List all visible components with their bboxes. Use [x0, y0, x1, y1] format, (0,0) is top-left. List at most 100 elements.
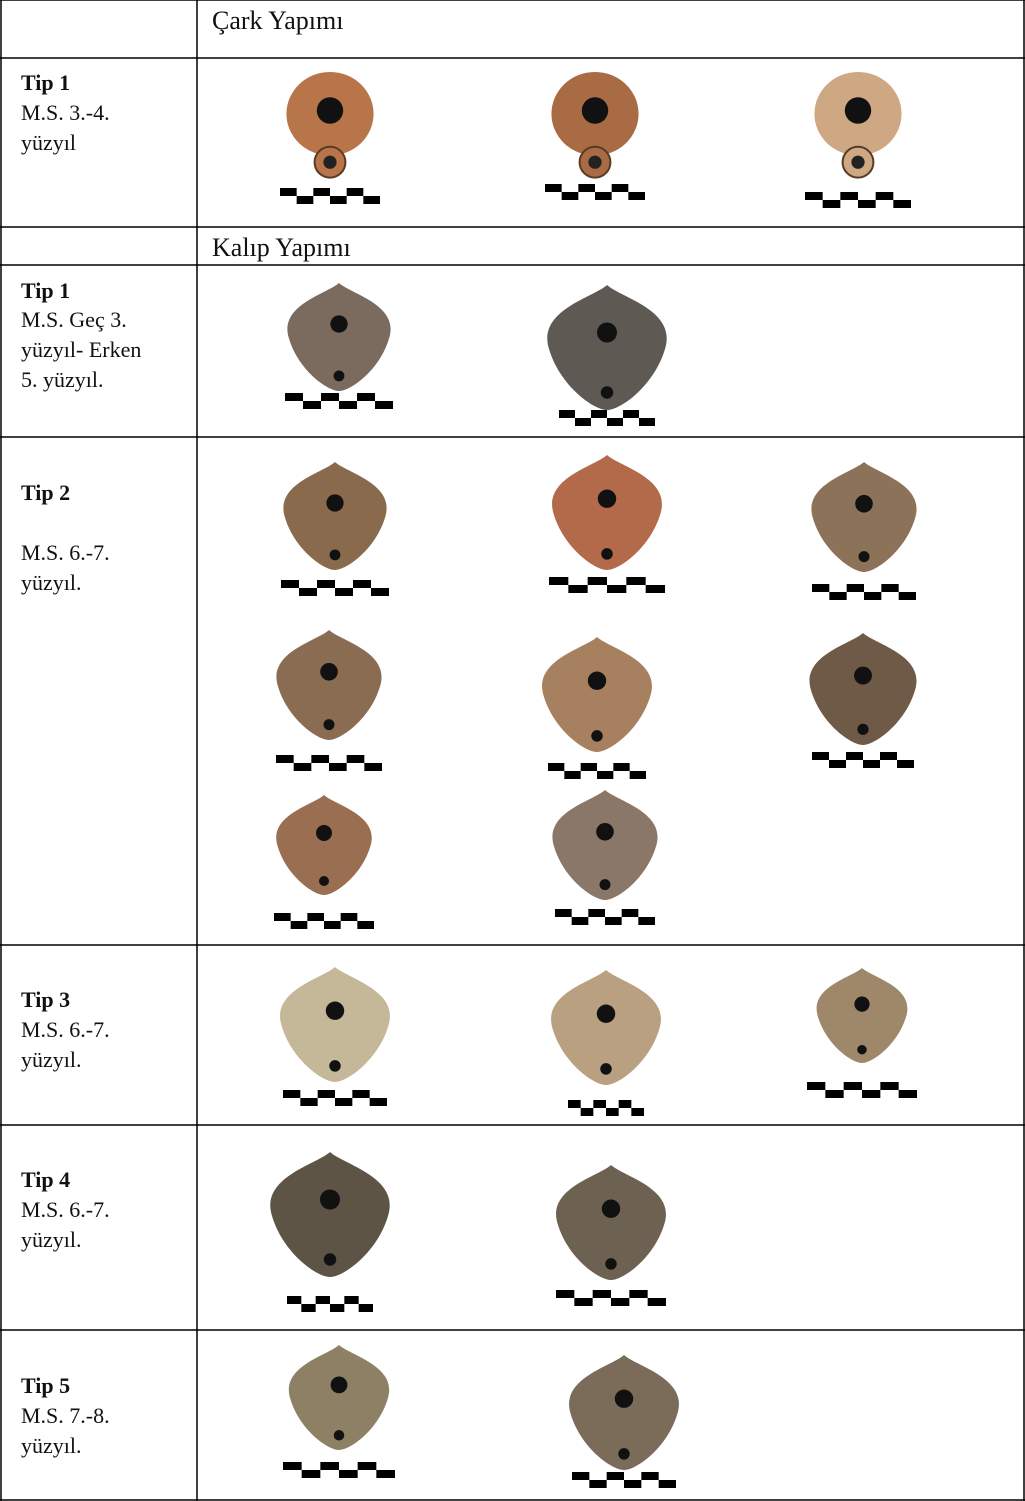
type-label: Tip 2	[21, 480, 71, 505]
scale-bar	[825, 1090, 844, 1098]
lamp-hole	[316, 825, 332, 841]
lamp-image	[549, 455, 665, 593]
scale-bar	[624, 1480, 642, 1488]
lamp-image	[552, 790, 658, 925]
lamp-body	[276, 630, 382, 740]
scale-bar	[629, 1290, 648, 1298]
lamp-image	[545, 72, 645, 200]
scale-bar	[320, 1462, 339, 1470]
scale-bar	[346, 755, 365, 763]
lamp-hole	[597, 322, 617, 343]
scale-bar	[548, 763, 565, 771]
scale-bar	[658, 1480, 676, 1488]
scale-bar	[611, 184, 629, 192]
scale-bar	[812, 584, 830, 592]
date-line: yüzyıl- Erken	[21, 337, 142, 362]
lamp-image	[809, 633, 917, 768]
lamp-hole	[333, 370, 345, 382]
lamp-hole	[329, 1060, 341, 1072]
scale-bar	[864, 592, 882, 600]
date-line: M.S. 6.-7.	[21, 540, 110, 565]
scale-bar	[357, 393, 375, 401]
scale-bar	[589, 1480, 607, 1488]
scale-bar	[301, 1470, 321, 1478]
section-title: Çark Yapımı	[212, 6, 344, 35]
lamp-hole	[614, 1389, 634, 1408]
scale-bar	[588, 909, 605, 917]
scale-bar	[313, 188, 330, 196]
date-line: M.S. 7.-8.	[21, 1403, 110, 1428]
lamp-hole	[854, 666, 872, 685]
scale-bar	[311, 755, 329, 763]
lamp-image	[805, 72, 911, 208]
lamp-hole	[325, 1001, 345, 1020]
scale-bar	[863, 760, 880, 768]
scale-bar	[564, 771, 581, 779]
scale-bar	[307, 913, 324, 921]
scale-bar	[352, 1090, 370, 1098]
scale-bar	[300, 1098, 318, 1106]
lamp-image	[281, 462, 389, 596]
scale-bar	[274, 913, 291, 921]
lamp-body	[287, 283, 391, 391]
scale-bar	[893, 200, 911, 208]
lamp-hole	[320, 1189, 340, 1210]
scale-bar	[346, 188, 364, 196]
scale-bar	[301, 1304, 316, 1312]
scale-bar	[339, 401, 357, 409]
scale-bar	[575, 418, 591, 426]
date-line: M.S. 6.-7.	[21, 1017, 110, 1042]
date-line: yüzyıl.	[21, 1227, 82, 1252]
scale-bar	[628, 192, 645, 200]
lamp-hole	[319, 876, 329, 886]
scale-bar	[645, 585, 665, 593]
scale-bar	[568, 585, 588, 593]
scale-bar	[862, 1090, 881, 1098]
scale-bar	[829, 760, 846, 768]
scale-bar	[358, 1304, 373, 1312]
scale-bar	[607, 585, 627, 593]
scale-bar	[597, 771, 614, 779]
lamp-hole	[605, 1258, 617, 1270]
lamp-hole	[857, 1044, 867, 1055]
lamp-hole	[600, 1063, 612, 1075]
scale-bar	[580, 763, 597, 771]
scale-bar	[843, 1082, 862, 1090]
lamp-image	[542, 637, 652, 779]
scale-bar	[568, 1100, 581, 1108]
scale-bar	[335, 588, 353, 596]
scale-bar	[846, 752, 863, 760]
scale-bar	[559, 410, 575, 418]
lamp-hole	[597, 489, 617, 508]
scale-bar	[858, 200, 876, 208]
lamp-body	[552, 455, 662, 570]
type-label: Tip 3	[21, 987, 71, 1012]
lamp-image	[551, 970, 661, 1116]
type-label: Tip 1	[21, 70, 71, 95]
scale-bar	[641, 1472, 659, 1480]
scale-bar	[561, 192, 579, 200]
scale-bar	[840, 192, 858, 200]
lamp-hole	[854, 996, 870, 1012]
lamp-hole	[858, 551, 870, 563]
lamp-image	[807, 968, 917, 1098]
scale-bar	[357, 921, 374, 929]
lamp-body	[288, 1345, 390, 1450]
scale-bar	[578, 184, 595, 192]
scale-bar	[638, 917, 655, 925]
scale-bar	[606, 1472, 624, 1480]
lamp-body	[811, 462, 917, 572]
lamp-image	[811, 462, 917, 600]
lamp-hole	[857, 723, 869, 735]
lamp-image	[280, 72, 380, 204]
scale-bar	[545, 184, 562, 192]
date-line: M.S. 3.-4.	[21, 100, 110, 125]
scale-bar	[344, 1296, 359, 1304]
scale-bar	[285, 393, 303, 401]
lamp-hole	[601, 1199, 621, 1218]
scale-bar	[595, 192, 612, 200]
scale-bar	[898, 1090, 917, 1098]
date-line: yüzyıl.	[21, 1433, 82, 1458]
